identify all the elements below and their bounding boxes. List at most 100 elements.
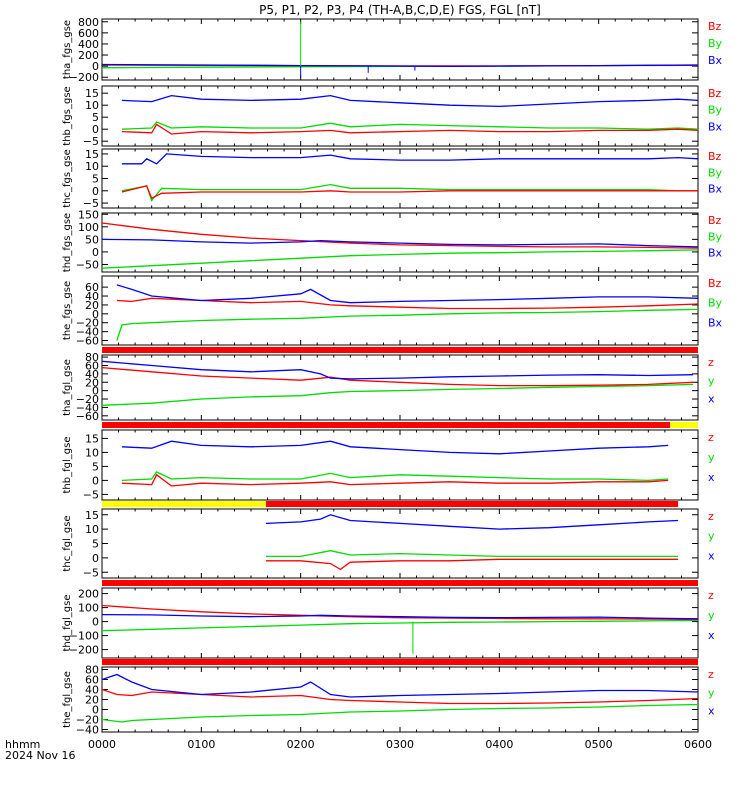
y-tick-label: 200 — [78, 588, 99, 601]
y-tick-label: 20 — [85, 299, 99, 312]
series-z — [102, 688, 698, 705]
y-tick-label: 0 — [92, 616, 99, 629]
series-y — [102, 619, 698, 632]
panel-frame — [101, 354, 699, 421]
y-tick-label: 5 — [92, 538, 99, 551]
legend-Bx: Bx — [708, 183, 723, 196]
plot-area — [102, 673, 698, 723]
y-tick-label: 40 — [85, 290, 99, 303]
y-tick-label: 80 — [85, 664, 99, 677]
legend-y: y — [708, 609, 715, 622]
series-y — [102, 703, 698, 723]
series-x — [102, 673, 698, 698]
legend-z: z — [708, 356, 714, 369]
y-tick-label: 0 — [92, 385, 99, 398]
y-tick-label: 15 — [85, 432, 99, 445]
series-x — [265, 514, 679, 530]
series-z — [265, 558, 679, 571]
series-Bx — [102, 63, 698, 68]
plot-area — [121, 440, 669, 487]
y-tick-label: −20 — [76, 393, 99, 406]
series-z — [102, 604, 698, 621]
series-By — [121, 121, 698, 130]
legend-By: By — [708, 166, 723, 179]
y-axis-label: the_fgs_gse — [62, 281, 73, 340]
panel-frame — [101, 508, 699, 579]
plot-area — [102, 360, 694, 406]
y-tick-label: 40 — [85, 368, 99, 381]
y-axis-label: thd_fgl_gse — [62, 595, 73, 652]
x-tick-label: 0400 — [485, 738, 513, 751]
y-axis-label: thc_fgl_gse — [62, 515, 73, 571]
y-tick-label: −5 — [83, 197, 99, 210]
y-tick-label: 10 — [85, 523, 99, 536]
y-axis-label: thd_fgs_gse — [62, 213, 73, 272]
quality-bar-0 — [102, 659, 698, 665]
y-tick-label: −60 — [76, 335, 99, 348]
x-axis-unit-label: hhmm — [5, 738, 40, 751]
legend-Bz: Bz — [708, 277, 722, 290]
y-tick-label: 100 — [78, 221, 99, 234]
y-tick-label: 40 — [85, 684, 99, 697]
y-tick-label: 5 — [92, 460, 99, 473]
series-By — [102, 249, 698, 269]
y-tick-label: 200 — [78, 49, 99, 62]
x-tick-label: 0200 — [287, 738, 315, 751]
y-tick-label: 80 — [85, 351, 99, 364]
legend-z: z — [708, 510, 714, 523]
y-tick-label: −20 — [76, 317, 99, 330]
y-tick-label: 50 — [85, 233, 99, 246]
y-tick-label: −5 — [83, 488, 99, 501]
legend-y: y — [708, 451, 715, 464]
legend-y: y — [708, 374, 715, 387]
series-Bz — [102, 222, 698, 249]
plot-area — [116, 284, 698, 341]
legend-By: By — [708, 104, 723, 117]
quality-bar-0 — [102, 347, 698, 353]
series-Bz — [116, 297, 698, 310]
panel-frame — [101, 148, 699, 209]
plot-area — [121, 94, 698, 135]
y-tick-label: 0 — [92, 474, 99, 487]
plot-area — [121, 153, 698, 202]
y-tick-label: −5 — [83, 135, 99, 148]
y-tick-label: 60 — [85, 674, 99, 687]
legend-Bx: Bx — [708, 316, 723, 329]
quality-bar-0 — [102, 501, 266, 507]
legend-Bz: Bz — [708, 150, 722, 163]
series-y — [265, 550, 679, 558]
y-tick-label: 15 — [85, 509, 99, 522]
series-y — [102, 383, 694, 406]
legend-By: By — [708, 297, 723, 310]
plot-area — [102, 21, 698, 78]
legend-y: y — [708, 530, 715, 543]
quality-bar-1 — [670, 422, 698, 428]
y-tick-label: 10 — [85, 446, 99, 459]
y-tick-label: 5 — [92, 173, 99, 186]
series-Bz — [121, 185, 698, 200]
y-tick-label: −40 — [76, 326, 99, 339]
legend-x: x — [708, 393, 715, 406]
y-tick-label: 10 — [85, 99, 99, 112]
series-Bz — [121, 123, 698, 135]
legend-Bx: Bx — [708, 247, 723, 260]
series-x — [102, 613, 698, 620]
y-tick-label: 150 — [78, 208, 99, 221]
panel-frame — [101, 18, 699, 81]
y-tick-label: 15 — [85, 87, 99, 100]
legend-Bz: Bz — [708, 87, 722, 100]
y-tick-label: 600 — [78, 27, 99, 40]
quality-bar-0 — [102, 580, 698, 586]
series-y — [121, 471, 669, 482]
chart-title: P5, P1, P2, P3, P4 (TH-A,B,C,D,E) FGS, F… — [259, 3, 541, 17]
series-z — [102, 366, 694, 387]
y-tick-label: 800 — [78, 16, 99, 29]
y-tick-label: −40 — [76, 401, 99, 414]
